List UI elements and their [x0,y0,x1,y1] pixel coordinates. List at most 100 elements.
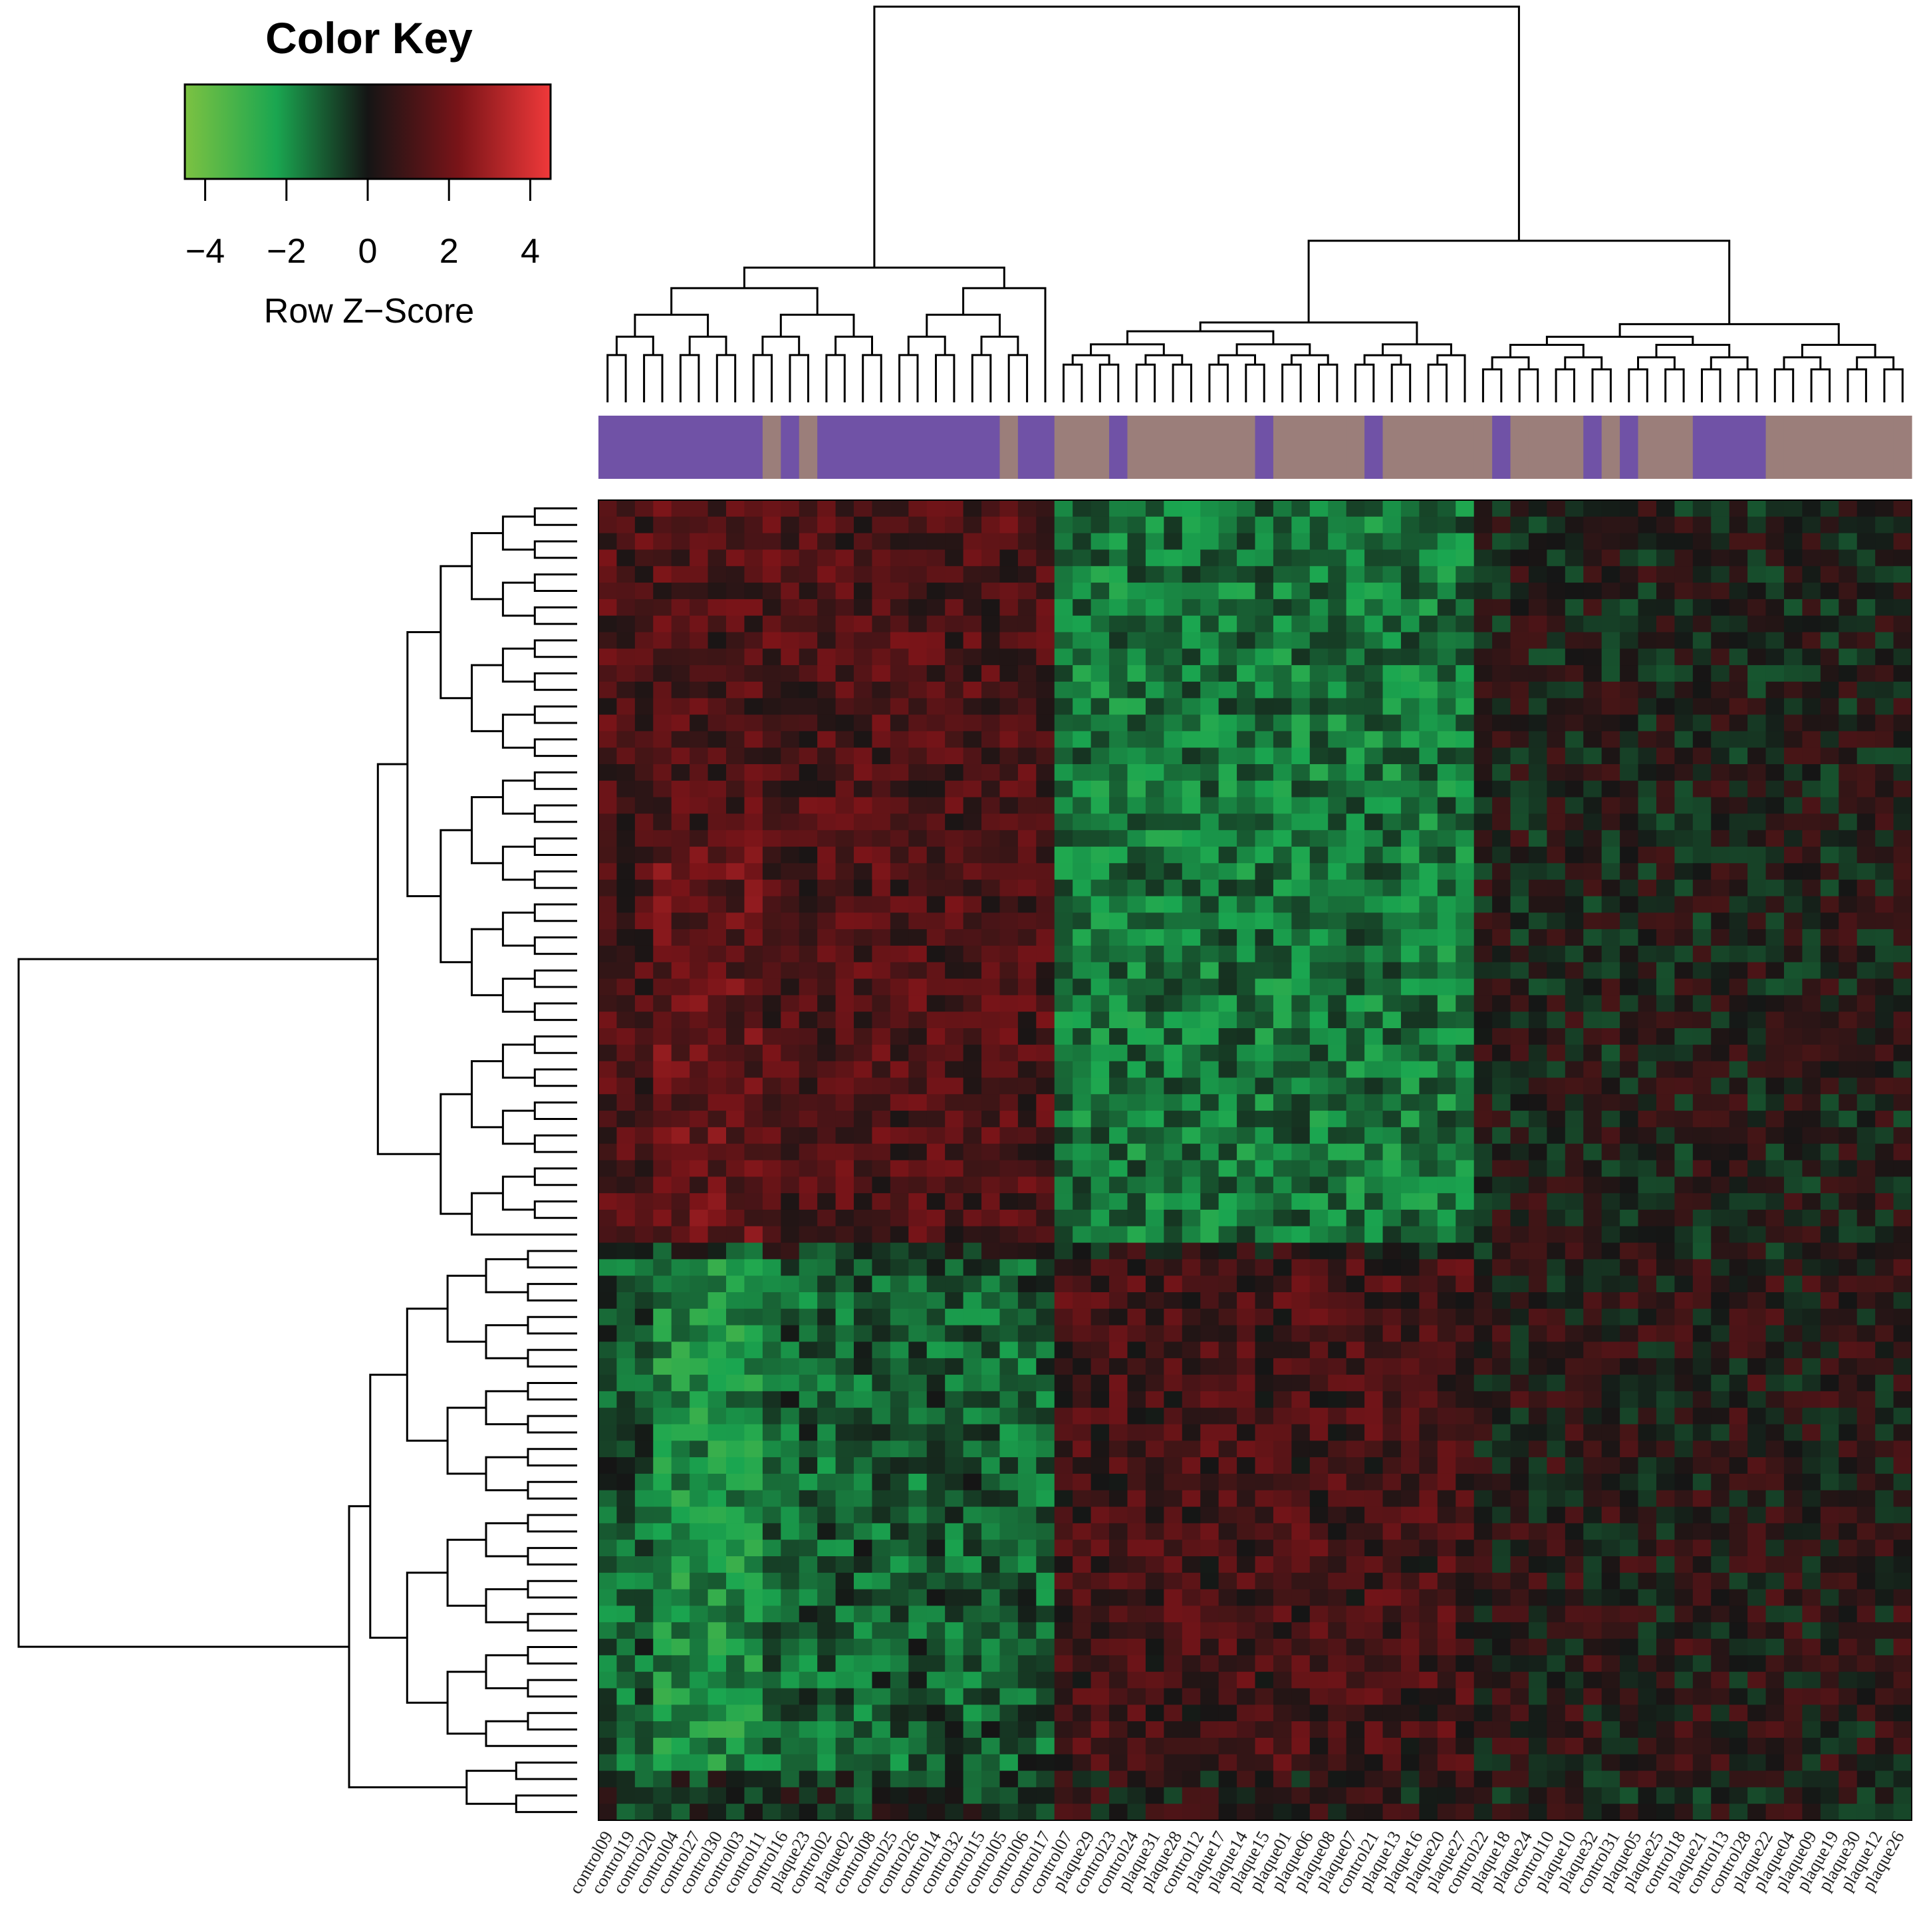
heatmap-cell [1656,995,1675,1012]
heatmap-cell [1437,830,1456,847]
heatmap-cell [1145,648,1164,666]
heatmap-cell [1328,1308,1347,1326]
heatmap-cell [1473,632,1493,649]
heatmap-cell [1291,1457,1311,1474]
heatmap-cell [908,583,928,600]
heatmap-cell [1692,912,1712,930]
dendrogram-branch [643,354,664,402]
heatmap-cell [835,698,854,716]
heatmap-cell [1182,748,1201,765]
heatmap-cell [1601,847,1620,864]
heatmap-cell [1200,945,1219,963]
heatmap-cell [1638,500,1657,517]
heatmap-cell [1747,847,1767,864]
heatmap-cell [781,1127,800,1145]
heatmap-cell [1090,995,1110,1012]
heatmap-cell [872,533,891,551]
heatmap-cell [1547,978,1566,996]
heatmap-cell [1820,1176,1839,1194]
heatmap-cell [781,1193,800,1210]
heatmap-cell [872,1556,891,1574]
heatmap-cell [1182,764,1201,781]
heatmap-cell [1638,1407,1657,1425]
heatmap-cell [1547,879,1566,897]
dendrogram-branch [471,928,503,996]
heatmap-cell [1237,797,1256,815]
heatmap-cell [1419,780,1438,798]
dendrogram-branch [533,1035,577,1054]
heatmap-cell [1109,1012,1128,1029]
heatmap-cell [999,1341,1019,1359]
heatmap-cell [1492,1292,1511,1310]
heatmap-cell [1400,549,1420,567]
heatmap-cell [671,1391,690,1409]
heatmap-cell [1583,1407,1602,1425]
heatmap-cell [690,500,709,517]
heatmap-cell [1820,1556,1839,1574]
heatmap-cell [1547,1441,1566,1458]
heatmap-cell [1382,847,1402,864]
heatmap-cell [1747,1226,1767,1244]
heatmap-cell [872,1325,891,1343]
heatmap-cell [1127,780,1146,798]
heatmap-cell [1419,1259,1438,1276]
heatmap-cell [799,962,818,980]
heatmap-cell [1711,599,1730,617]
heatmap-cell [1802,1490,1821,1508]
heatmap-cell [1200,830,1219,847]
heatmap-cell [981,912,1001,930]
heatmap-cell [653,912,672,930]
heatmap-cell [1145,1077,1164,1095]
heatmap-cell [1565,1441,1584,1458]
heatmap-cell [1273,533,1292,551]
heatmap-cell [1346,1407,1365,1425]
heatmap-cell [1382,1424,1402,1441]
heatmap-cell [908,1358,928,1375]
heatmap-cell [1400,847,1420,864]
heatmap-cell [799,1242,818,1260]
heatmap-cell [1510,764,1529,781]
heatmap-cell [1328,1441,1347,1458]
heatmap-cell [999,533,1019,551]
heatmap-cell [1437,863,1456,881]
heatmap-cell [1729,714,1748,732]
heatmap-cell [1364,962,1384,980]
heatmap-cell [981,813,1001,831]
heatmap-cell [1638,945,1657,963]
heatmap-cell [781,1226,800,1244]
heatmap-cell [1492,1490,1511,1508]
heatmap-cell [1090,929,1110,946]
heatmap-cell [1747,1457,1767,1474]
heatmap-cell [1656,1143,1675,1161]
heatmap-cell [1802,1572,1821,1590]
heatmap-cell [1255,1523,1274,1540]
heatmap-cell [1309,1160,1329,1177]
heatmap-cell [1839,714,1858,732]
heatmap-cell [872,912,891,930]
heatmap-cell [1291,731,1311,748]
heatmap-cell [1692,847,1712,864]
heatmap-cell [1456,1457,1475,1474]
heatmap-cell [872,698,891,716]
heatmap-cell [1802,500,1821,517]
heatmap-cell [762,1226,781,1244]
heatmap-cell [926,698,946,716]
heatmap-cell [616,1176,636,1194]
heatmap-cell [1328,912,1347,930]
heatmap-cell [872,681,891,699]
heatmap-cell [598,566,618,583]
heatmap-cell [1747,780,1767,798]
heatmap-cell [744,995,763,1012]
heatmap-cell [963,632,982,649]
heatmap-cell [1856,599,1876,617]
heatmap-cell [1054,1325,1073,1343]
heatmap-cell [1237,1407,1256,1425]
heatmap-cell [1820,813,1839,831]
heatmap-cell [872,1308,891,1326]
heatmap-cell [1145,830,1164,847]
heatmap-cell [872,879,891,897]
heatmap-cell [1145,1276,1164,1293]
heatmap-cell [690,615,709,633]
heatmap-cell [634,995,654,1012]
heatmap-cell [1036,516,1055,534]
